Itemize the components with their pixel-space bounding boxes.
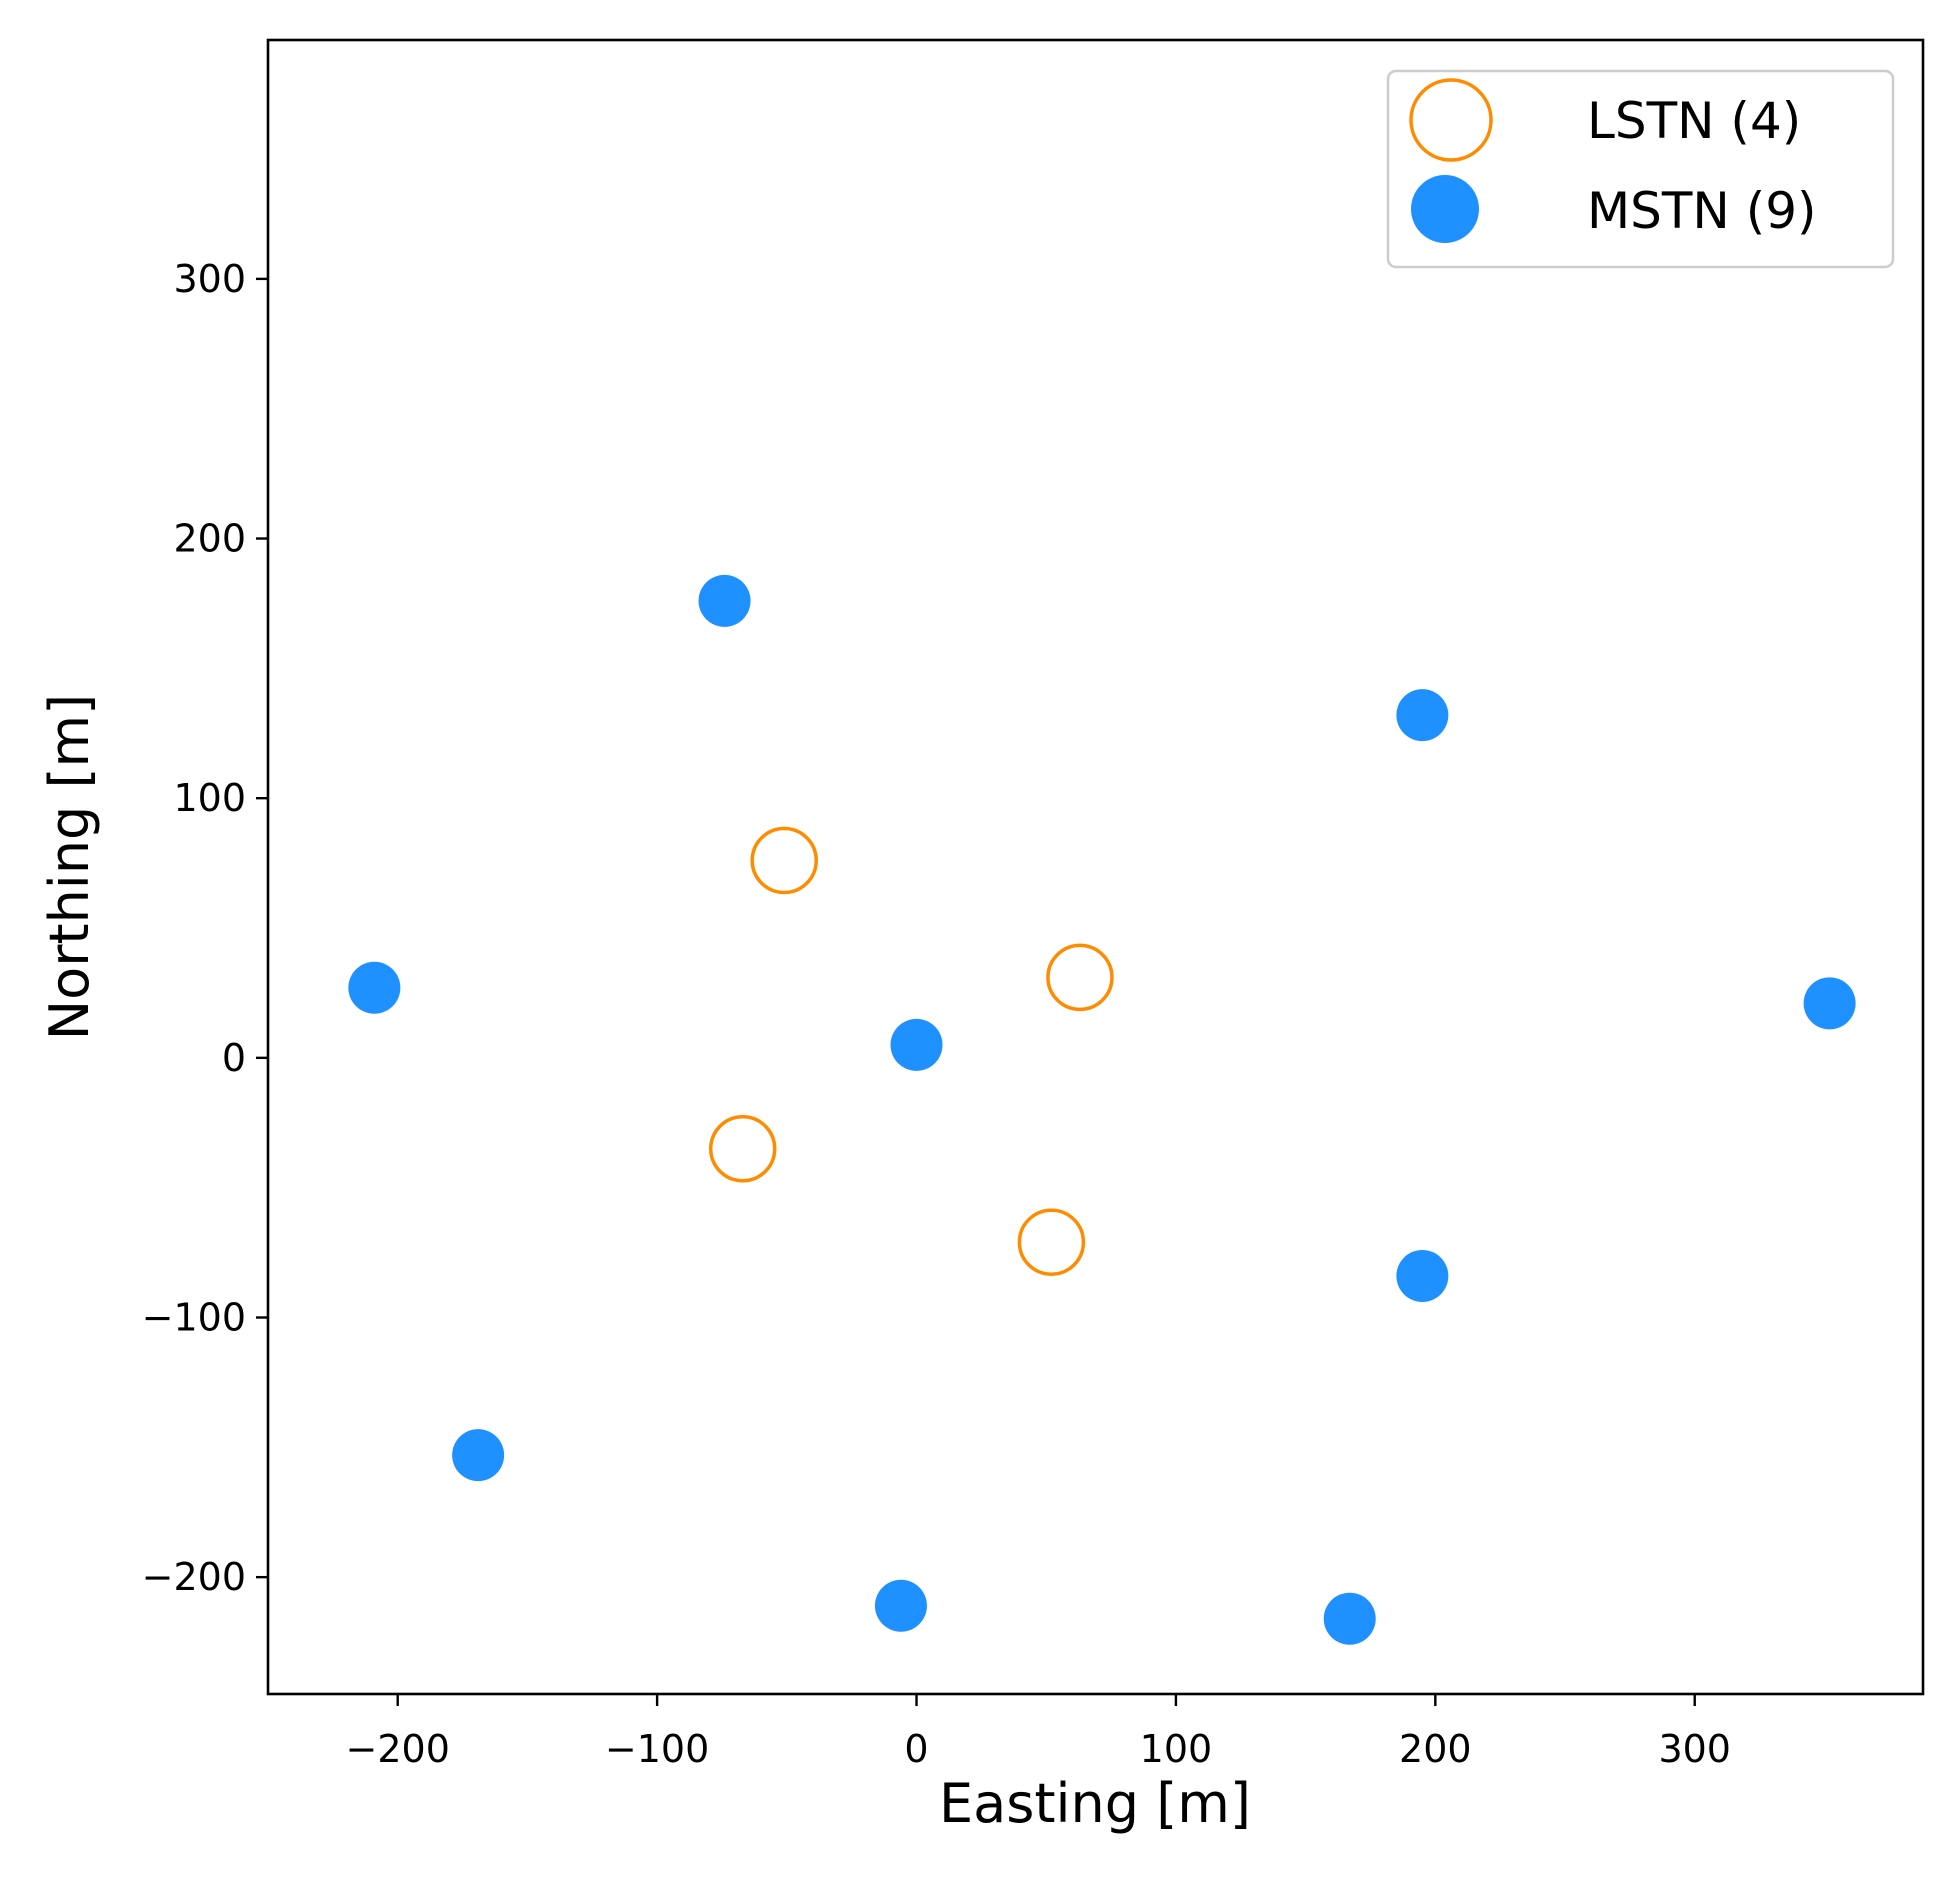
- y-tick-label: 100: [173, 776, 246, 820]
- y-tick-label: −200: [142, 1555, 246, 1599]
- data-point-mstn: [452, 1429, 505, 1482]
- legend-marker-mstn: [1411, 175, 1479, 243]
- data-point-lstn: [708, 1114, 777, 1183]
- x-tick-label: −100: [605, 1727, 709, 1771]
- legend-box: [1386, 69, 1895, 269]
- y-axis-title: Northing [m]: [38, 694, 101, 1040]
- legend-label-mstn: MSTN (9): [1587, 182, 1817, 240]
- x-tick-label: 100: [1140, 1727, 1213, 1771]
- y-tick-label: 0: [222, 1036, 246, 1080]
- x-tick-label: 300: [1658, 1727, 1731, 1771]
- data-point-mstn: [348, 961, 401, 1014]
- data-point-mstn: [1396, 1249, 1449, 1302]
- data-point-mstn: [1323, 1592, 1376, 1645]
- ticks-layer: −200 −100 0 100 200 300 −200 −100 0 100 200 300: [142, 257, 1731, 1771]
- y-tick-label: 200: [173, 517, 246, 561]
- data-point-mstn: [874, 1579, 927, 1632]
- data-points-layer: [348, 574, 1856, 1645]
- data-point-mstn: [698, 574, 751, 627]
- data-point-mstn: [1803, 977, 1856, 1030]
- legend-marker-lstn: [1409, 78, 1493, 162]
- y-tick-label: 300: [173, 257, 246, 301]
- data-point-mstn: [890, 1018, 943, 1071]
- plot-area-frame: [266, 38, 1925, 1696]
- x-tick-label: −200: [346, 1727, 450, 1771]
- y-tick-label: −100: [142, 1296, 246, 1340]
- x-tick-label: 200: [1399, 1727, 1472, 1771]
- data-point-lstn: [1017, 1208, 1086, 1276]
- x-axis-title: Easting [m]: [939, 1772, 1251, 1835]
- data-point-lstn: [1046, 943, 1114, 1012]
- legend-label-lstn: LSTN (4): [1587, 92, 1801, 150]
- data-point-lstn: [750, 826, 818, 895]
- legend: LSTN (4) MSTN (9): [1386, 69, 1895, 269]
- data-point-mstn: [1396, 689, 1449, 742]
- x-tick-label: 0: [904, 1727, 928, 1771]
